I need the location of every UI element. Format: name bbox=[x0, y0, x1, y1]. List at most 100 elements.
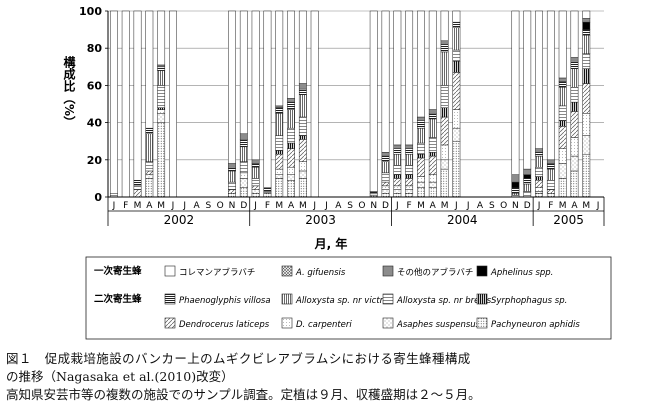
bar-segment bbox=[452, 60, 461, 73]
bar-segment bbox=[145, 178, 154, 198]
bar-segment bbox=[405, 153, 414, 166]
bar-segment bbox=[287, 127, 295, 144]
bar-segment bbox=[570, 87, 579, 103]
bar-stack bbox=[381, 10, 390, 198]
bar-stack bbox=[417, 10, 425, 198]
x-month-label: J bbox=[324, 201, 328, 211]
bar-segment bbox=[452, 10, 461, 23]
bar-stack bbox=[428, 10, 437, 198]
bar-segment bbox=[535, 191, 543, 194]
bar-segment bbox=[582, 34, 591, 55]
x-month-label: A bbox=[477, 201, 484, 211]
bar-stack bbox=[558, 10, 567, 198]
bar-segment bbox=[298, 83, 307, 90]
legend-label: A. gifuensis bbox=[295, 268, 346, 278]
bar-segment bbox=[145, 170, 154, 175]
bar-segment bbox=[251, 178, 260, 187]
bar-segment bbox=[133, 189, 142, 198]
x-year-label: 2003 bbox=[305, 213, 336, 227]
x-month-label: J bbox=[454, 201, 458, 211]
bar-segment bbox=[440, 44, 449, 53]
bar-segment bbox=[275, 150, 284, 155]
bar-segment bbox=[393, 178, 402, 187]
bar-stack bbox=[511, 10, 520, 198]
bar-segment bbox=[570, 60, 579, 69]
bar-stack bbox=[145, 10, 154, 198]
bar-segment bbox=[251, 189, 260, 194]
x-month-label: A bbox=[335, 201, 342, 211]
x-month-label: J bbox=[596, 201, 600, 211]
gridlines bbox=[108, 10, 604, 161]
bar-segment bbox=[523, 191, 532, 198]
x-month-label: A bbox=[146, 201, 153, 211]
x-month-label: O bbox=[358, 201, 365, 211]
bar-segment bbox=[251, 163, 260, 168]
bar-segment bbox=[535, 176, 543, 181]
bar-segment bbox=[145, 127, 154, 135]
legend-swatch bbox=[476, 265, 488, 277]
x-month-label: A bbox=[571, 201, 578, 211]
bar-stack bbox=[523, 10, 532, 198]
bar-segment bbox=[393, 185, 402, 190]
x-month-label: D bbox=[524, 201, 531, 211]
bar-segment bbox=[452, 127, 461, 142]
bar-segment bbox=[275, 168, 284, 175]
bar-stack bbox=[121, 10, 130, 198]
bar-segment bbox=[417, 10, 425, 118]
bar-segment bbox=[133, 180, 142, 187]
legend-swatch bbox=[281, 265, 293, 277]
bar-segment bbox=[535, 155, 543, 168]
bar-segment bbox=[558, 126, 567, 149]
bar-segment bbox=[428, 113, 437, 120]
bar-segment bbox=[452, 27, 461, 51]
bar-segment bbox=[546, 163, 555, 170]
figure-caption-line-2: の推移（Nagasaka et al.(2010)改変） bbox=[6, 369, 234, 384]
y-tick-label: 40 bbox=[87, 117, 103, 130]
bar-segment bbox=[535, 187, 543, 192]
bar-segment bbox=[251, 185, 260, 190]
bar-segment bbox=[558, 77, 567, 82]
x-year-label: 2004 bbox=[447, 213, 478, 227]
legend-swatch bbox=[476, 317, 488, 329]
legend-secondary-group-label: 二次寄生蜂 bbox=[94, 293, 142, 305]
bar-stack bbox=[157, 10, 166, 198]
bar-segment bbox=[582, 113, 591, 136]
bar-segment bbox=[523, 178, 532, 185]
bar-segment bbox=[263, 10, 272, 188]
bar-segment bbox=[251, 159, 260, 164]
bar-segment bbox=[239, 133, 248, 140]
bar-segment bbox=[523, 10, 532, 170]
bar-stack bbox=[251, 10, 260, 198]
bar-segment bbox=[558, 87, 567, 107]
bar-segment bbox=[239, 178, 248, 188]
figure-caption-line-1: 図１ 促成栽培施設のバンカー上のムギクビレアブラムシにおける寄生蜂種構成 bbox=[6, 351, 471, 366]
x-month-label: J bbox=[537, 201, 541, 211]
bar-stack bbox=[228, 10, 236, 198]
bar-stack bbox=[546, 10, 555, 198]
bar-segment bbox=[405, 185, 414, 190]
bar-segment bbox=[157, 64, 166, 68]
bar-segment bbox=[452, 21, 461, 28]
legend-swatch bbox=[164, 293, 176, 305]
x-month-label: N bbox=[229, 201, 236, 211]
bar-segment bbox=[393, 148, 402, 155]
bar-segment bbox=[251, 166, 260, 179]
bar-segment bbox=[133, 10, 142, 181]
bar-segment bbox=[405, 165, 414, 175]
legend-label: Syrphophagus sp. bbox=[491, 296, 567, 306]
bar-segment bbox=[558, 120, 567, 127]
bar-segment bbox=[298, 178, 307, 198]
bar-segment bbox=[405, 174, 414, 179]
x-month-label: J bbox=[171, 201, 175, 211]
bar-segment bbox=[298, 161, 307, 172]
bar-segment bbox=[157, 109, 166, 114]
bar-segment bbox=[298, 10, 307, 84]
bar-segment bbox=[381, 152, 390, 157]
bar-segment bbox=[393, 189, 402, 194]
bar-segment bbox=[369, 10, 378, 192]
bar-segment bbox=[440, 10, 449, 42]
bar-segment bbox=[417, 142, 425, 155]
bar-segment bbox=[405, 148, 414, 155]
bar-segment bbox=[452, 109, 461, 129]
